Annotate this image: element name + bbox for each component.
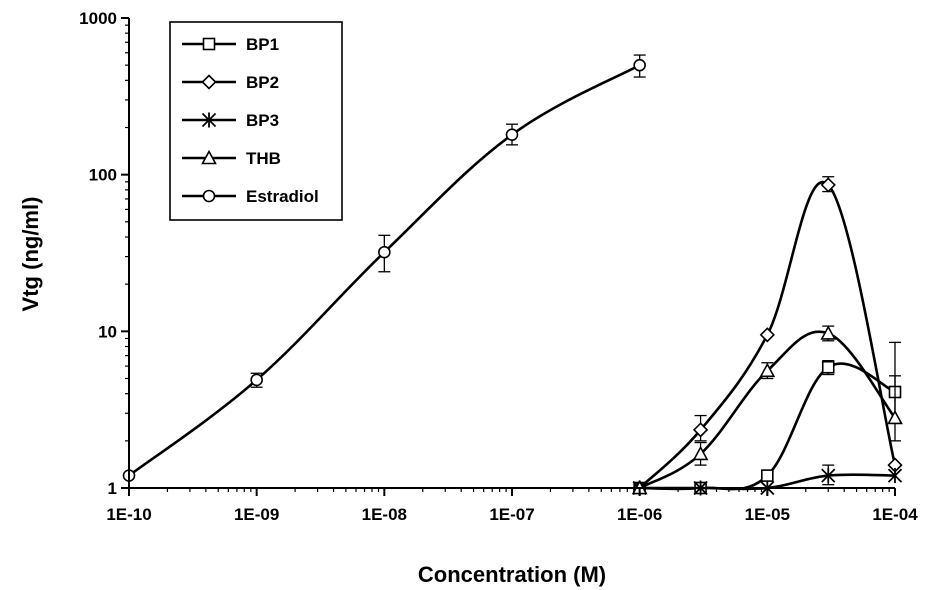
data-point-estradiol [250, 373, 263, 387]
series-line-bp2 [638, 180, 897, 489]
legend-label: BP1 [246, 35, 279, 54]
x-tick-label: 1E-09 [234, 505, 279, 524]
data-point-bp1 [821, 360, 835, 374]
legend-label: BP2 [246, 73, 279, 92]
data-point-bp2 [820, 177, 836, 193]
data-point-bp3 [887, 468, 903, 484]
plot-area [122, 54, 903, 496]
x-axis-title: Concentration (M) [418, 562, 606, 587]
legend-entry-thb: THB [182, 149, 281, 168]
legend-entry-bp1: BP1 [182, 35, 279, 54]
x-tick-label: 1E-04 [872, 505, 918, 524]
x-tick-label: 1E-05 [745, 505, 790, 524]
legend-marker [201, 112, 217, 128]
data-point-thb [692, 445, 709, 461]
series-estradiol [122, 54, 646, 482]
legend-label: BP3 [246, 111, 279, 130]
legend-entry-estradiol: Estradiol [182, 187, 319, 206]
x-tick-label: 1E-06 [617, 505, 662, 524]
y-tick-label: 100 [89, 166, 117, 185]
data-point-thb [759, 362, 776, 378]
data-point-estradiol [378, 245, 391, 259]
x-tick-label: 1E-08 [362, 505, 407, 524]
data-point-thb [887, 409, 903, 425]
y-tick-label: 1 [108, 479, 117, 498]
x-tick-label: 1E-07 [489, 505, 534, 524]
legend: BP1 BP2 BP3 THB Estradiol [169, 21, 343, 221]
legend-label: THB [246, 149, 281, 168]
y-tick-label: 1000 [79, 9, 117, 28]
data-point-estradiol [633, 58, 646, 72]
x-tick-label: 1E-10 [106, 505, 151, 524]
legend-marker [202, 37, 216, 51]
data-point-thb [820, 325, 837, 340]
data-point-bp1 [761, 469, 774, 482]
data-point-bp2 [759, 327, 775, 343]
data-point-bp2 [692, 422, 709, 438]
legend-marker [201, 74, 217, 90]
legend-entry-bp3: BP3 [182, 111, 279, 130]
legend-label: Estradiol [246, 187, 319, 206]
series-bp2 [632, 176, 903, 496]
series-thb [631, 325, 903, 495]
axes: 1E-10 1E-09 1E-08 1E-07 1E-06 1E-05 1E-04 1 10 10… [79, 9, 918, 524]
legend-marker [201, 149, 217, 165]
data-point-bp3 [821, 468, 836, 484]
series-line-thb [639, 330, 897, 490]
legend-entry-bp2: BP2 [182, 73, 279, 92]
data-point-estradiol [505, 128, 519, 141]
legend-marker [202, 189, 216, 203]
y-axis-title: Vtg (ng/ml) [18, 197, 43, 312]
y-tick-label: 10 [98, 322, 117, 341]
